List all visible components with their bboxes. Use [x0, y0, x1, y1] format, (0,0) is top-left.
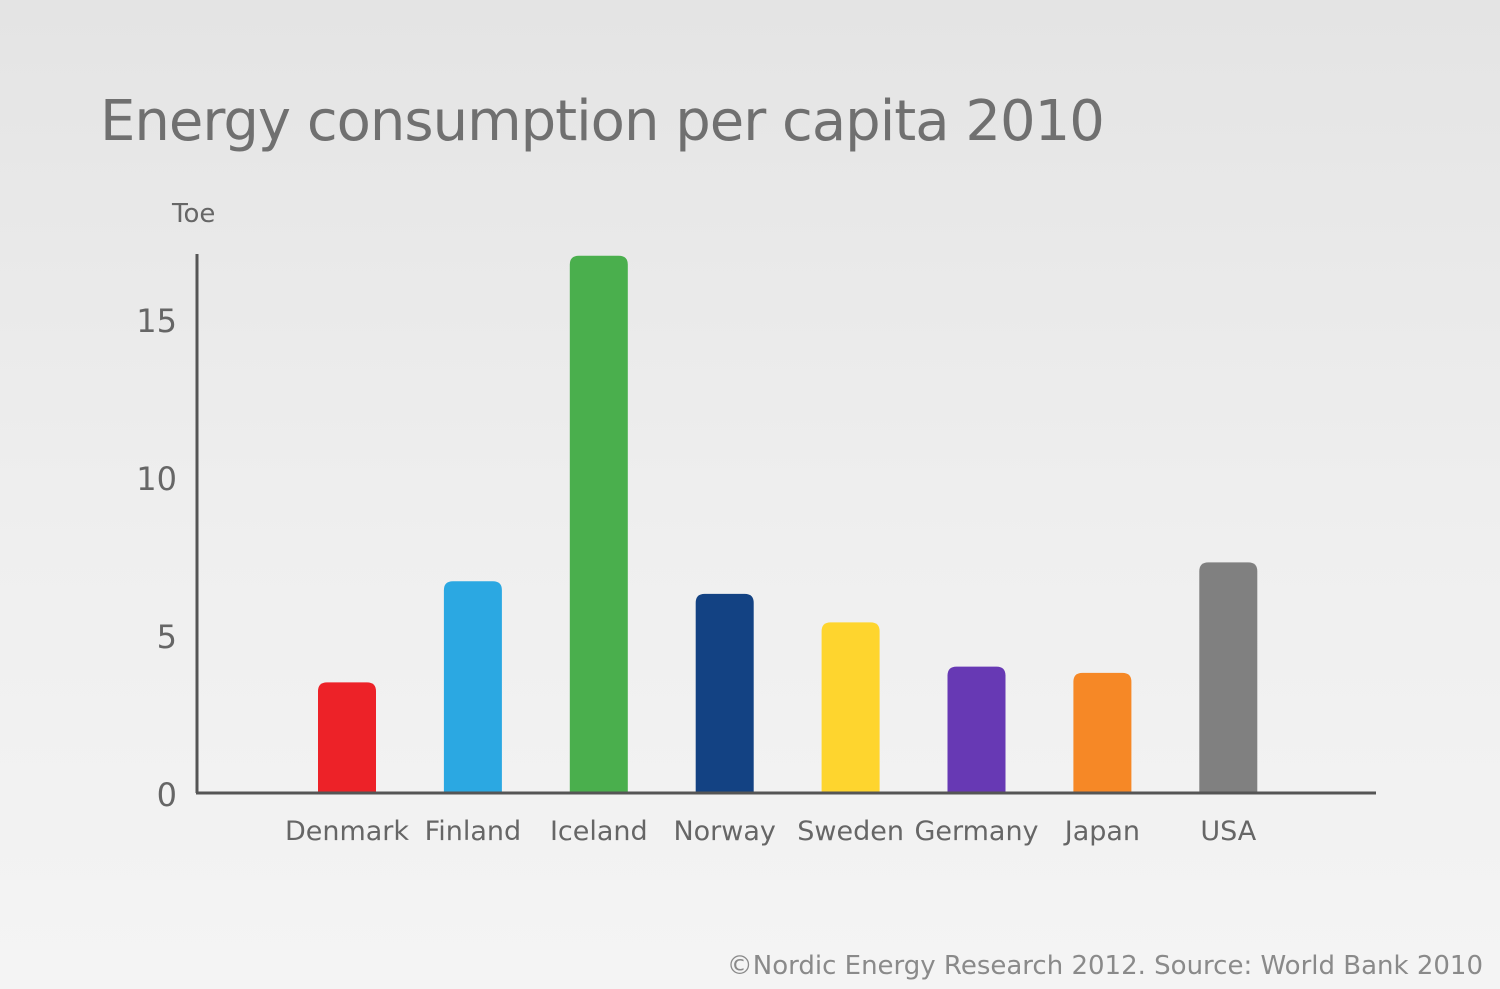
- bar-japan: [1073, 672, 1132, 793]
- x-tick-label-iceland: Iceland: [550, 816, 648, 847]
- y-tick-label-15: 15: [136, 302, 177, 340]
- x-tick-label-sweden: Sweden: [797, 816, 904, 847]
- x-tick-label-usa: USA: [1200, 816, 1256, 847]
- bar-finland: [443, 581, 502, 793]
- x-tick-label-denmark: Denmark: [285, 816, 409, 847]
- y-tick-label-5: 5: [157, 618, 177, 656]
- y-axis-ticks: 0 5 10 15: [136, 302, 177, 814]
- bar-germany: [947, 666, 1006, 793]
- x-axis-ticks: Denmark Finland Iceland Norway Sweden Germany…: [285, 816, 1257, 847]
- y-tick-label-10: 10: [136, 460, 177, 498]
- bar-iceland: [569, 255, 628, 794]
- x-tick-label-finland: Finland: [425, 816, 521, 847]
- bar-norway: [695, 593, 754, 793]
- bar-sweden: [821, 622, 880, 793]
- x-tick-label-norway: Norway: [673, 816, 775, 847]
- y-axis-label: Toe: [171, 199, 215, 229]
- x-tick-label-japan: Japan: [1063, 816, 1140, 847]
- bar-usa: [1199, 562, 1258, 793]
- x-tick-label-germany: Germany: [914, 816, 1038, 847]
- bars: [318, 255, 1258, 794]
- y-tick-label-0: 0: [157, 776, 177, 814]
- source-credit: ©Nordic Energy Research 2012. Source: Wo…: [726, 951, 1483, 981]
- page-title: Energy consumption per capita 2010: [100, 89, 1105, 154]
- bar-denmark: [318, 682, 376, 793]
